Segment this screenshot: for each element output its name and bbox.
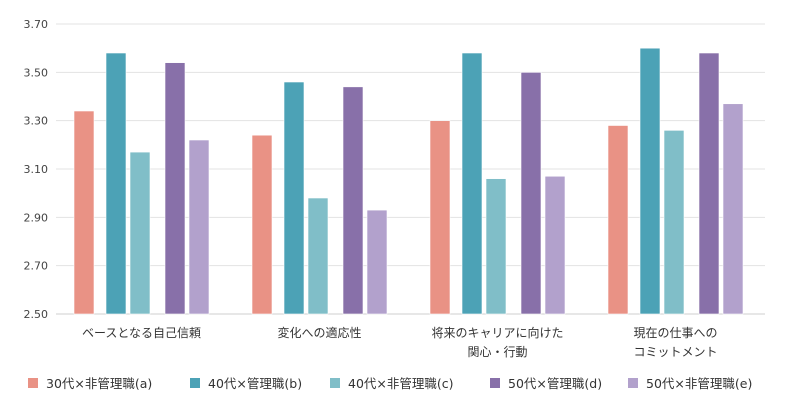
x-category-label: 将来のキャリアに向けた bbox=[431, 325, 563, 340]
x-category-label: 関心・行動 bbox=[467, 345, 527, 359]
bar-5-1 bbox=[188, 139, 210, 315]
bar-1-2 bbox=[251, 134, 273, 315]
bar-3-4 bbox=[663, 130, 685, 315]
bar-4-2 bbox=[342, 86, 364, 315]
bar-1-3 bbox=[429, 120, 451, 315]
legend-item: 30代×非管理職(a) bbox=[28, 373, 152, 392]
y-tick-label: 2.90 bbox=[24, 211, 49, 224]
legend-label: 50代×管理職(d) bbox=[508, 376, 603, 391]
legend-item: 40代×非管理職(c) bbox=[330, 373, 454, 392]
legend-swatch bbox=[190, 377, 200, 388]
bar-3-1 bbox=[129, 151, 151, 315]
y-tick-label: 2.70 bbox=[24, 260, 49, 273]
x-category-label: ベースとなる自己信頼 bbox=[82, 326, 201, 340]
legend-swatch bbox=[628, 377, 638, 388]
legend-label: 40代×管理職(b) bbox=[208, 376, 303, 391]
bar-1-4 bbox=[607, 125, 629, 315]
bar-2-4 bbox=[639, 47, 661, 315]
legend-label: 30代×非管理職(a) bbox=[46, 376, 153, 391]
x-category-label: コミットメント bbox=[633, 345, 717, 359]
bar-4-4 bbox=[698, 52, 720, 315]
y-tick-label: 3.50 bbox=[24, 66, 49, 79]
bar-2-2 bbox=[283, 81, 305, 315]
y-tick-label: 3.10 bbox=[24, 163, 49, 176]
y-tick-label: 2.50 bbox=[24, 308, 49, 321]
bar-4-1 bbox=[164, 62, 186, 315]
bar-2-3 bbox=[461, 52, 483, 315]
legend-item: 40代×管理職(b) bbox=[190, 373, 302, 392]
legend-label: 40代×非管理職(c) bbox=[348, 376, 454, 391]
bar-4-3 bbox=[520, 72, 542, 315]
bar-3-2 bbox=[307, 197, 329, 315]
legend-item: 50代×非管理職(e) bbox=[628, 373, 752, 392]
legend-label: 50代×非管理職(e) bbox=[646, 376, 753, 391]
legend-item: 50代×管理職(d) bbox=[490, 373, 602, 392]
legend-swatch bbox=[330, 377, 340, 388]
y-tick-label: 3.30 bbox=[24, 115, 49, 128]
legend: 30代×非管理職(a) 40代×管理職(b) 40代×非管理職(c) 50代×管理職(… bbox=[0, 373, 790, 393]
legend-swatch bbox=[28, 377, 38, 388]
bar-1-1 bbox=[73, 110, 95, 315]
bar-5-3 bbox=[544, 175, 566, 315]
bar-3-3 bbox=[485, 178, 507, 315]
x-category-label: 現在の仕事への bbox=[633, 326, 717, 340]
bar-5-2 bbox=[366, 209, 388, 315]
bar-5-4 bbox=[722, 103, 744, 315]
bar-chart: 2.50 2.70 2.90 3.10 3.30 3.50 3.70 ベースとなる自己信頼 変化… bbox=[24, 18, 765, 359]
legend-swatch bbox=[490, 377, 500, 388]
bar-2-1 bbox=[105, 52, 127, 315]
y-tick-label: 3.70 bbox=[24, 18, 49, 31]
x-category-label: 変化への適応性 bbox=[277, 325, 361, 340]
